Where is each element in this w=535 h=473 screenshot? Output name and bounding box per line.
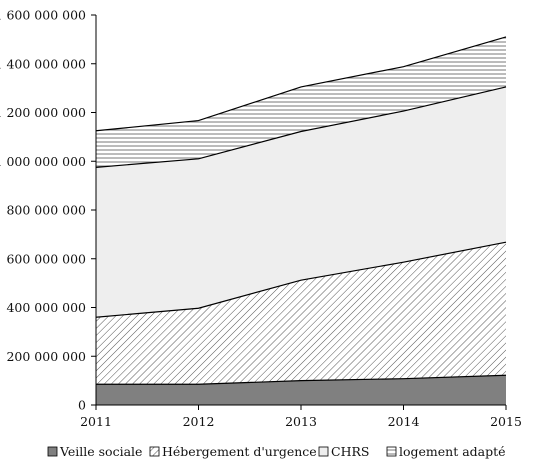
- legend-label: logement adapté: [399, 444, 506, 459]
- area-veille-sociale: [96, 375, 506, 405]
- legend-label: Veille sociale: [59, 444, 142, 459]
- area-logement-adapte: [96, 36, 506, 168]
- x-tick-label: 2011: [80, 414, 112, 429]
- legend-swatch: [47, 446, 58, 457]
- legend: Veille sociale Hébergement d'urgence CHRS l…: [47, 444, 506, 459]
- legend-swatch: [386, 446, 397, 457]
- legend-item-hebergement-d-urgence: Hébergement d'urgence: [149, 444, 317, 459]
- series-line-logement-adapte: [95, 36, 507, 132]
- series-line-chrs: [95, 86, 507, 168]
- x-tick-label: 2013: [285, 414, 317, 429]
- legend-item-veille-sociale: Veille sociale: [47, 444, 142, 459]
- area-hebergement-d-urgence: [96, 242, 506, 385]
- series-line-hebergement-d-urgence: [95, 241, 507, 318]
- y-tick-label: 1 400 000 000: [0, 56, 86, 71]
- series-line-veille-sociale: [96, 374, 507, 385]
- legend-label: Hébergement d'urgence: [162, 444, 317, 459]
- areas-layer: [95, 36, 507, 405]
- x-tick-label: 2012: [183, 414, 215, 429]
- legend-item-chrs: CHRS: [318, 444, 369, 459]
- ticks-layer: 0 200 000 000 400 000 000 600 000 000 800 00…: [0, 8, 522, 430]
- y-tick-label: 600 000 000: [6, 251, 86, 266]
- x-tick-label: 2015: [490, 414, 522, 429]
- y-tick-label: 800 000 000: [6, 203, 86, 218]
- y-tick-label: 1 200 000 000: [0, 105, 86, 120]
- area-chrs: [96, 86, 506, 318]
- y-tick-label: 0: [78, 398, 86, 413]
- y-tick-label: 200 000 000: [6, 349, 86, 364]
- legend-swatch: [318, 446, 329, 457]
- y-tick-label: 1 600 000 000: [0, 8, 86, 23]
- legend-item-logement-adapte: logement adapté: [386, 444, 506, 459]
- y-tick-label: 1 000 000 000: [0, 154, 86, 169]
- legend-label: CHRS: [331, 444, 369, 459]
- y-tick-label: 400 000 000: [6, 300, 86, 315]
- x-tick-label: 2014: [388, 414, 420, 429]
- legend-swatch: [149, 446, 160, 457]
